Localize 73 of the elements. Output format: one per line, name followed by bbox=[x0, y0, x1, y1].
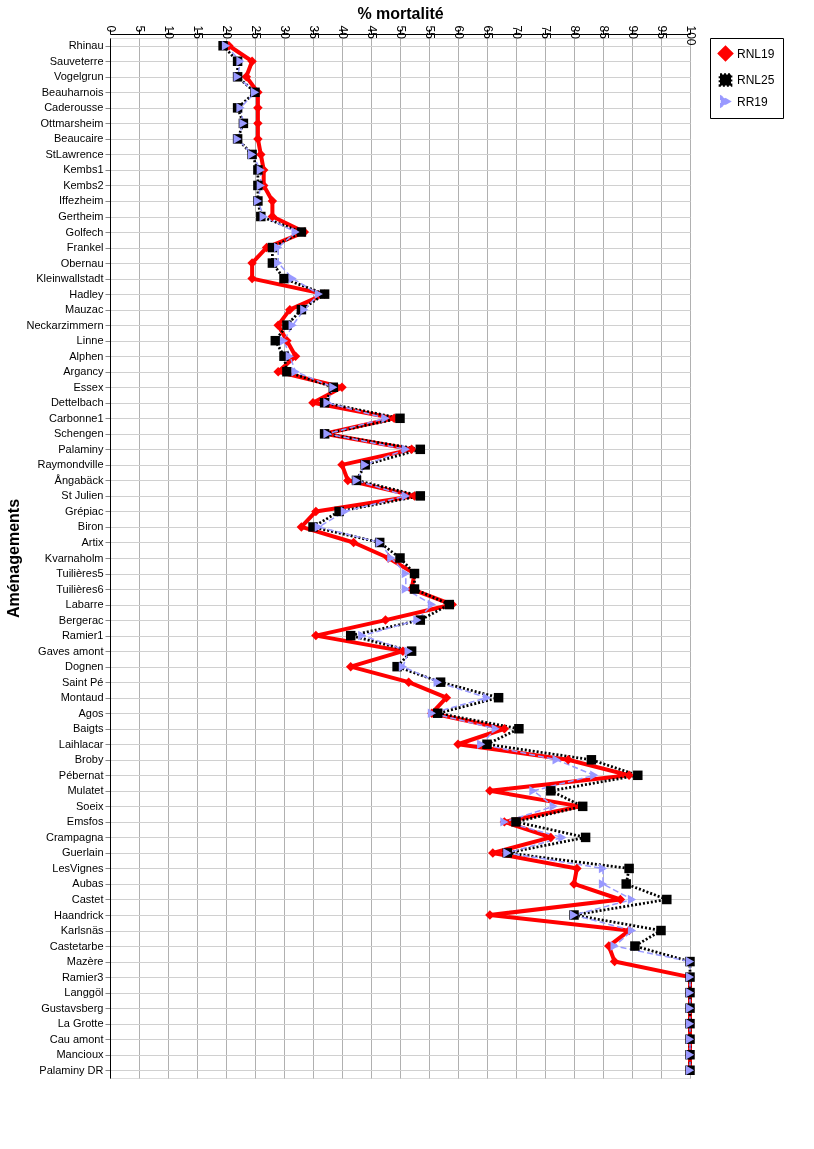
y-tick-label: Mauzac bbox=[64, 303, 104, 316]
x-axis-title: % mortalité bbox=[357, 4, 444, 22]
y-tick-label: Guerlain bbox=[61, 846, 104, 859]
y-tick-label: Baigts bbox=[72, 722, 104, 735]
y-tick-label: Karlsnäs bbox=[60, 924, 104, 937]
y-tick-label: Agos bbox=[78, 706, 104, 719]
y-tick-label: Obernau bbox=[60, 256, 104, 269]
y-tick-label: Biron bbox=[77, 520, 104, 533]
y-tick-label: Langgöl bbox=[64, 986, 104, 999]
y-tick-label: Gustavsberg bbox=[41, 1001, 104, 1014]
y-tick-label: Caderousse bbox=[44, 101, 104, 114]
y-tick-label: Kvarnaholm bbox=[44, 551, 104, 564]
legend-label: RR19 bbox=[737, 94, 769, 109]
y-tick-label: Golfech bbox=[65, 225, 104, 238]
y-tick-label: Gertheim bbox=[58, 210, 104, 223]
y-tick-label: Raymondville bbox=[37, 458, 104, 471]
y-tick-label: La Grotte bbox=[57, 1017, 104, 1030]
x-tick-label: 100 bbox=[683, 25, 698, 46]
y-tick-label: Linne bbox=[76, 334, 104, 347]
legend-label: RNL25 bbox=[737, 73, 775, 87]
y-tick-label: Crampagna bbox=[46, 830, 105, 843]
y-tick-label: Laihlacar bbox=[58, 737, 104, 750]
y-tick-label: Alphen bbox=[69, 349, 104, 362]
y-tick-label: Argancy bbox=[63, 365, 104, 378]
y-tick-label: Artix bbox=[81, 535, 104, 548]
y-tick-label: Palaminy DR bbox=[39, 1063, 104, 1076]
y-tick-label: Frankel bbox=[66, 241, 104, 254]
y-tick-label: Sauveterre bbox=[49, 54, 104, 67]
y-tick-label: Tuilières5 bbox=[56, 567, 104, 580]
y-tick-label: Haandrick bbox=[53, 908, 104, 921]
y-tick-label: Pébernat bbox=[58, 768, 104, 781]
y-tick-label: Schengen bbox=[53, 427, 104, 440]
y-tick-label: Emsfos bbox=[66, 815, 104, 828]
y-tick-label: Ramier1 bbox=[61, 629, 104, 642]
y-tick-label: Kembs2 bbox=[63, 178, 104, 191]
y-tick-label: Cau amont bbox=[49, 1032, 104, 1045]
y-tick-label: Montaud bbox=[60, 691, 104, 704]
y-axis-title: Aménagements bbox=[5, 498, 23, 619]
y-tick-label: Kembs1 bbox=[63, 163, 104, 176]
y-tick-label: Ångabäck bbox=[54, 473, 104, 486]
y-tick-label: Dognen bbox=[64, 660, 104, 673]
y-tick-label: Palaminy bbox=[58, 442, 104, 455]
y-tick-label: Rhinau bbox=[68, 39, 104, 52]
y-tick-label: Saint Pé bbox=[61, 675, 104, 688]
y-tick-label: Kleinwallstadt bbox=[36, 272, 104, 285]
y-tick-label: Castet bbox=[71, 892, 104, 905]
y-tick-label: Iffezheim bbox=[59, 194, 104, 207]
y-tick-label: Mancioux bbox=[56, 1048, 104, 1061]
y-tick-label: Gaves amont bbox=[38, 644, 104, 657]
y-tick-label: Soeix bbox=[75, 799, 104, 812]
y-tick-label: LesVignes bbox=[52, 861, 104, 874]
y-tick-label: Neckarzimmern bbox=[26, 318, 104, 331]
y-tick-label: Tuilières6 bbox=[56, 582, 104, 595]
y-tick-label: Labarre bbox=[65, 598, 104, 611]
y-tick-label: Ottmarsheim bbox=[40, 116, 104, 129]
y-tick-label: Mazère bbox=[66, 955, 104, 968]
y-tick-label: Ramier3 bbox=[61, 970, 104, 983]
y-tick-label: Mulatet bbox=[67, 784, 104, 797]
y-tick-label: Essex bbox=[73, 380, 104, 393]
y-tick-label: Aubas bbox=[72, 877, 104, 890]
y-tick-label: Beauharnois bbox=[41, 85, 104, 98]
y-tick-label: Hadley bbox=[69, 287, 104, 300]
y-tick-label: Dettelbach bbox=[50, 396, 104, 409]
y-tick-label: Beaucaire bbox=[53, 132, 104, 145]
y-tick-label: Grépiac bbox=[64, 504, 104, 517]
y-tick-label: Castetarbe bbox=[49, 939, 104, 952]
y-tick-label: Broby bbox=[74, 753, 104, 766]
y-tick-label: StLawrence bbox=[45, 147, 104, 160]
y-tick-label: Bergerac bbox=[58, 613, 104, 626]
y-tick-label: Vogelgrun bbox=[53, 70, 104, 83]
y-tick-label: St Julien bbox=[61, 489, 104, 502]
legend-label: RNL19 bbox=[737, 46, 775, 61]
y-tick-label: Carbonne1 bbox=[49, 411, 104, 424]
